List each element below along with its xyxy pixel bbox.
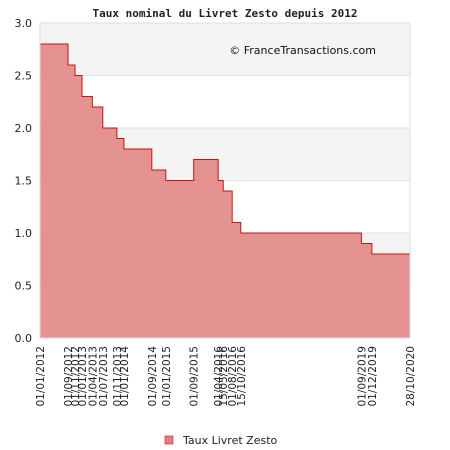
x-tick-label: 01/12/2019 [367, 346, 379, 407]
legend-swatch-taux-livret-zesto [164, 435, 174, 445]
x-tick-label: 01/11/2013 [112, 346, 124, 407]
x-tick-label: 01/07/2013 [98, 346, 110, 407]
x-tick-label: 01/09/2019 [356, 346, 368, 407]
x-tick-label: 15/05/2016 [218, 346, 230, 407]
y-tick-label: 0.0 [15, 332, 33, 345]
plot-band [40, 23, 410, 76]
y-tick-label: 1.5 [15, 175, 33, 188]
legend: Taux Livret Zesto [164, 434, 278, 447]
x-tick-label: 28/10/2020 [405, 346, 417, 407]
x-tick-label: 01/09/2014 [147, 346, 159, 407]
x-tick-label: 01/09/2015 [189, 346, 201, 407]
y-tick-label: 0.5 [15, 280, 33, 293]
y-axis: 0.0 0.5 1.0 1.5 2.0 2.5 3.0 [15, 17, 33, 345]
x-tick-label: 01/01/2012 [35, 346, 47, 407]
x-tick-label: 01/04/2016 [213, 346, 225, 407]
y-tick-label: 1.0 [15, 227, 33, 240]
x-tick-label: 01/11/2012 [70, 346, 82, 407]
x-axis: 01/01/2012 01/09/201201/11/201201/01/2013… [35, 346, 417, 407]
x-tick-label: 01/01/2014 [119, 346, 131, 407]
x-tick-label: 15/10/2016 [236, 346, 248, 407]
series-line-taux-livret-zesto [40, 43, 410, 255]
x-tick-label: 01/08/2016 [227, 346, 239, 407]
x-tick-label: 01/04/2013 [87, 346, 99, 407]
legend-label-taux-livret-zesto: Taux Livret Zesto [182, 434, 278, 447]
x-tick-label: 01/01/2013 [77, 346, 89, 407]
plot-frame [39, 22, 411, 339]
watermark-text: © FranceTransactions.com [229, 44, 376, 57]
x-tick-label: 01/09/2012 [63, 346, 75, 407]
chart-title: Taux nominal du Livret Zesto depuis 2012 [93, 7, 358, 20]
x-tick-label: 01/01/2015 [161, 346, 173, 407]
y-tick-label: 2.5 [15, 70, 33, 83]
y-tick-label: 2.0 [15, 122, 33, 135]
y-tick-label: 3.0 [15, 17, 33, 30]
